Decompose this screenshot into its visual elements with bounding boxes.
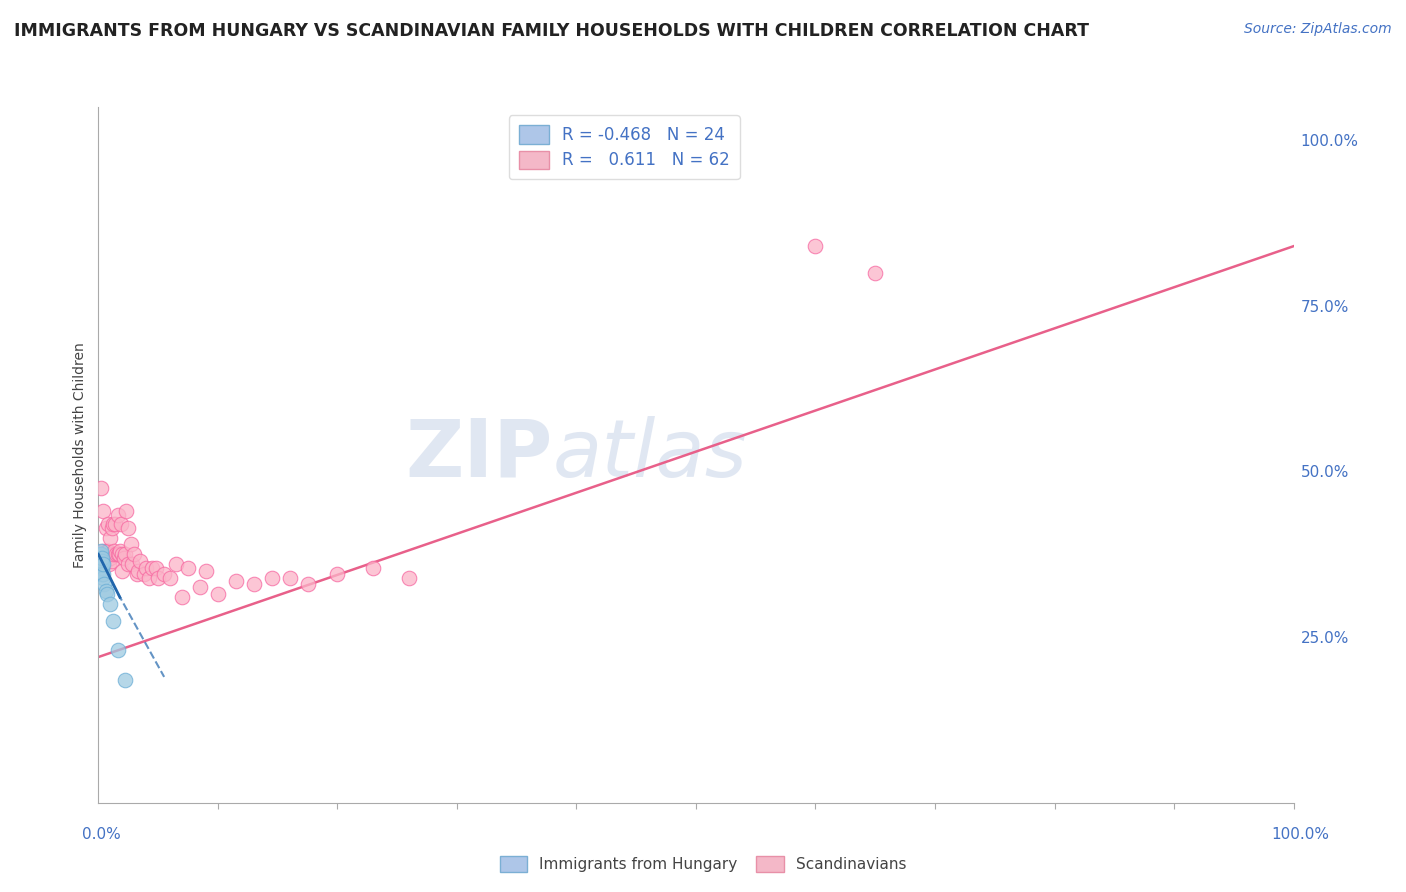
Point (225, 574, 247, 588)
Point (112, 550, 135, 565)
Point (125, 567, 148, 582)
Text: 0.0%: 0.0% (82, 827, 121, 841)
Point (97, 517, 120, 532)
Point (101, 614, 124, 628)
Point (103, 544, 125, 558)
Point (90, 554, 112, 568)
Point (104, 517, 127, 532)
Point (124, 547, 146, 561)
Point (135, 560, 157, 574)
Point (91, 560, 114, 574)
Point (98, 597, 122, 611)
Point (89, 547, 111, 561)
Point (100, 554, 122, 568)
Point (90, 544, 112, 558)
Point (101, 547, 124, 561)
Y-axis label: Family Households with Children: Family Households with Children (73, 342, 87, 568)
Point (91, 558, 114, 572)
Point (91, 567, 114, 582)
Point (98, 531, 122, 545)
Point (207, 587, 229, 601)
Text: Source: ZipAtlas.com: Source: ZipAtlas.com (1244, 22, 1392, 37)
Text: atlas: atlas (553, 416, 748, 494)
Point (98, 550, 122, 565)
Point (107, 508, 129, 522)
Point (138, 570, 160, 584)
Point (804, 239, 827, 253)
Point (98, 558, 121, 572)
Point (141, 560, 163, 574)
Point (105, 547, 128, 561)
Legend: R = -0.468   N = 24, R =   0.611   N = 62: R = -0.468 N = 24, R = 0.611 N = 62 (509, 115, 740, 179)
Text: ZIP: ZIP (405, 416, 553, 494)
Point (110, 517, 132, 532)
Point (243, 577, 266, 591)
Point (398, 570, 420, 584)
Point (153, 567, 176, 582)
Point (90, 558, 112, 572)
Point (107, 547, 129, 561)
Point (94, 521, 117, 535)
Point (94, 583, 117, 598)
Point (93, 577, 115, 591)
Point (93, 558, 115, 572)
Point (100, 521, 122, 535)
Point (90, 481, 112, 495)
Point (177, 560, 200, 574)
Point (114, 547, 136, 561)
Point (132, 567, 155, 582)
Point (89, 554, 111, 568)
Point (114, 673, 136, 688)
Point (91, 558, 114, 572)
Point (120, 537, 142, 551)
Point (91, 550, 114, 565)
Point (107, 547, 129, 561)
Point (117, 521, 139, 535)
Point (91, 567, 114, 582)
Point (96, 544, 118, 558)
Legend: Immigrants from Hungary, Scandinavians: Immigrants from Hungary, Scandinavians (492, 848, 914, 880)
Point (260, 570, 283, 584)
Point (172, 591, 194, 605)
Point (127, 564, 149, 578)
Point (115, 504, 138, 518)
Point (91, 558, 114, 572)
Point (863, 266, 887, 280)
Point (165, 558, 187, 572)
Point (117, 558, 139, 572)
Point (326, 567, 349, 582)
Text: 100.0%: 100.0% (1271, 827, 1330, 841)
Point (108, 544, 131, 558)
Point (90, 567, 112, 582)
Point (111, 547, 134, 561)
Point (91, 504, 114, 518)
Point (129, 554, 152, 568)
Point (194, 564, 218, 578)
Point (90, 547, 112, 561)
Point (159, 570, 181, 584)
Point (89, 560, 111, 574)
Point (148, 570, 170, 584)
Point (188, 581, 211, 595)
Point (94, 554, 117, 568)
Point (363, 560, 385, 574)
Point (96, 587, 118, 601)
Point (91, 570, 114, 584)
Point (91, 554, 114, 568)
Point (91, 544, 114, 558)
Point (278, 570, 301, 584)
Point (107, 643, 129, 657)
Point (297, 577, 319, 591)
Point (97, 544, 120, 558)
Point (145, 560, 167, 574)
Point (89, 550, 111, 565)
Text: IMMIGRANTS FROM HUNGARY VS SCANDINAVIAN FAMILY HOUSEHOLDS WITH CHILDREN CORRELAT: IMMIGRANTS FROM HUNGARY VS SCANDINAVIAN … (14, 22, 1090, 40)
Point (121, 558, 143, 572)
Point (111, 564, 134, 578)
Point (101, 517, 124, 532)
